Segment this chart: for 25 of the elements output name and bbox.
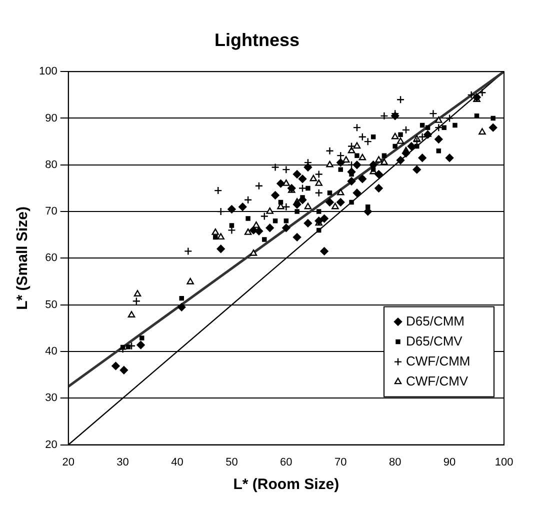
x-tick-label: 60	[280, 456, 292, 468]
y-tick-label: 40	[45, 346, 58, 358]
y-tick-label: 70	[45, 206, 58, 218]
chart-title: Lightness	[214, 30, 300, 50]
legend-label: D65/CMV	[406, 333, 463, 348]
x-tick-label: 50	[226, 456, 238, 468]
y-tick-label: 20	[45, 438, 58, 451]
y-tick-label: 100	[38, 66, 58, 78]
x-tick-label: 30	[116, 456, 129, 468]
x-tick-label: 40	[171, 456, 184, 468]
y-tick-label: 80	[45, 158, 58, 171]
y-tick-label: 30	[45, 392, 58, 404]
y-axis-title: L* (Small Size)	[14, 206, 32, 310]
legend-label: D65/CMM	[406, 313, 465, 328]
x-tick-label: 100	[494, 456, 514, 468]
x-tick-label: 20	[62, 456, 74, 468]
y-tick-label: 90	[45, 112, 58, 124]
x-tick-label: 70	[334, 456, 347, 468]
x-axis-title: L* (Room Size)	[233, 476, 340, 494]
y-tick-label: 60	[45, 252, 58, 264]
x-tick-label: 80	[388, 456, 402, 468]
y-tick-label: 50	[45, 298, 58, 311]
legend-label: CWF/CMM	[406, 353, 470, 368]
legend-label: CWF/CMV	[406, 373, 468, 388]
x-tick-label: 90	[443, 456, 456, 468]
